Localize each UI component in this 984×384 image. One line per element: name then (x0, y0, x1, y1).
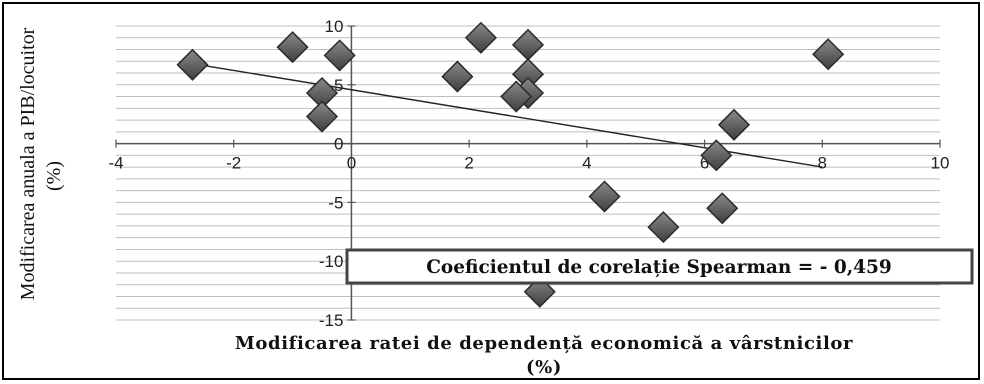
x-axis-title: Modificarea ratei de dependență economic… (235, 333, 853, 354)
x-tick-label: 2 (464, 154, 473, 173)
y-tick-label: 0 (334, 135, 343, 154)
chart-frame: -4 -2 0 2 4 6 8 10 10 5 0 -5 -10 -15 Coeficientul de … (2, 2, 980, 380)
data-point (305, 100, 339, 133)
data-point (511, 28, 545, 61)
y-tick-label: 5 (334, 76, 343, 95)
data-point (323, 39, 356, 72)
y-tick-label: -15 (319, 311, 344, 330)
x-tick-label: 0 (347, 154, 356, 173)
annotation-border (345, 248, 974, 285)
data-point (176, 48, 209, 81)
data-point (812, 38, 845, 71)
y-tick-label: -5 (328, 193, 343, 212)
y-tick-label: -10 (319, 252, 344, 271)
data-point (500, 80, 533, 113)
data-point (441, 60, 474, 93)
data-point (464, 21, 497, 54)
x-tick-label: 10 (931, 154, 950, 173)
x-tick-label: -2 (226, 154, 241, 173)
x-tick-label: 6 (700, 154, 709, 173)
y-axis-title: Modificarea anuala a PIB/locuitor (17, 27, 39, 300)
y-axis-title-unit: (%) (43, 161, 65, 191)
annotation-box: Coeficientul de corelație Spearman = - 0… (345, 248, 974, 285)
data-point (588, 180, 621, 213)
tick-labels: -4 -2 0 2 4 6 8 10 10 5 0 -5 -10 -15 (108, 17, 949, 330)
data-point (706, 192, 739, 225)
y-tick-label: 10 (325, 17, 344, 36)
scatter-chart: -4 -2 0 2 4 6 8 10 10 5 0 -5 -10 -15 Coeficientul de … (17, 17, 974, 378)
x-axis-title-unit: (%) (526, 357, 562, 378)
spearman-annotation: Coeficientul de corelație Spearman = - 0… (426, 257, 892, 278)
data-point (717, 108, 751, 141)
axes (115, 25, 941, 321)
data-point (700, 139, 733, 172)
data-point (647, 211, 680, 244)
x-tick-label: 8 (818, 154, 827, 173)
x-tick-label: 4 (582, 154, 591, 173)
data-point (276, 31, 309, 64)
x-tick-label: -4 (108, 154, 123, 173)
